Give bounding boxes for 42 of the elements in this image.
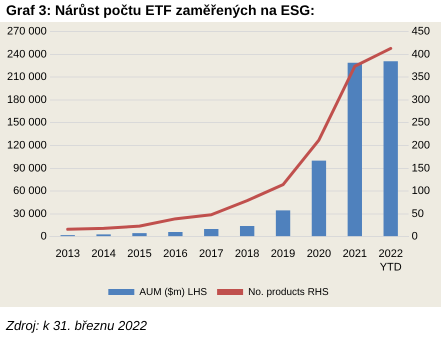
y2-tick-label: 250: [412, 116, 430, 129]
y-tick-label: 270 000: [6, 26, 47, 38]
legend-label: AUM ($m) LHS: [139, 286, 208, 298]
y2-tick-label: 50: [412, 208, 424, 220]
x-tick-label: 2017: [199, 248, 224, 260]
y-tick-label: 90 000: [13, 162, 47, 174]
y-tick-label: 30 000: [13, 208, 47, 220]
bar: [312, 160, 326, 236]
x-tick-label: 2013: [55, 248, 80, 260]
x-tick-label: 2015: [127, 248, 152, 260]
x-tick-label: 2014: [91, 248, 116, 260]
y-tick-label: 120 000: [6, 140, 47, 152]
y-tick-label: 0: [40, 230, 47, 243]
y2-tick-label: 350: [412, 71, 430, 84]
legend-label: No. products RHS: [248, 286, 330, 298]
y-tick-label: 210 000: [6, 71, 47, 84]
x-tick-label: 2019: [270, 248, 296, 260]
y2-tick-label: 450: [412, 26, 430, 38]
y2-tick-label: 150: [412, 162, 430, 174]
text: Zdroj: k 31. březnu 2022: [6, 318, 147, 333]
bar: [132, 233, 147, 236]
bar: [276, 210, 290, 236]
y2-tick-label: 200: [412, 140, 430, 152]
y2-tick-label: 100: [412, 185, 430, 198]
x-tick-label: 2022 YTD: [378, 248, 403, 274]
y-tick-label: 180 000: [6, 94, 47, 106]
chart-title: Graf 3: Nárůst počtu ETF zaměřených na ESG:: [6, 2, 315, 18]
x-tick-label: 2016: [163, 248, 188, 260]
x-tick-label: 2018: [234, 248, 260, 260]
y-tick-label: 240 000: [6, 48, 47, 60]
y-tick-label: 60 000: [13, 185, 47, 198]
bar: [240, 226, 254, 236]
y2-tick-label: 300: [412, 94, 430, 106]
bar: [204, 229, 218, 236]
y2-tick-label: 400: [412, 48, 430, 60]
bar: [384, 61, 398, 236]
x-tick-label: 2021: [342, 248, 368, 260]
y-tick-label: 150 000: [6, 116, 47, 129]
bar: [348, 62, 362, 236]
y2-tick-label: 0: [412, 230, 418, 243]
x-tick-label: 2020: [306, 248, 332, 260]
bar: [168, 232, 183, 236]
